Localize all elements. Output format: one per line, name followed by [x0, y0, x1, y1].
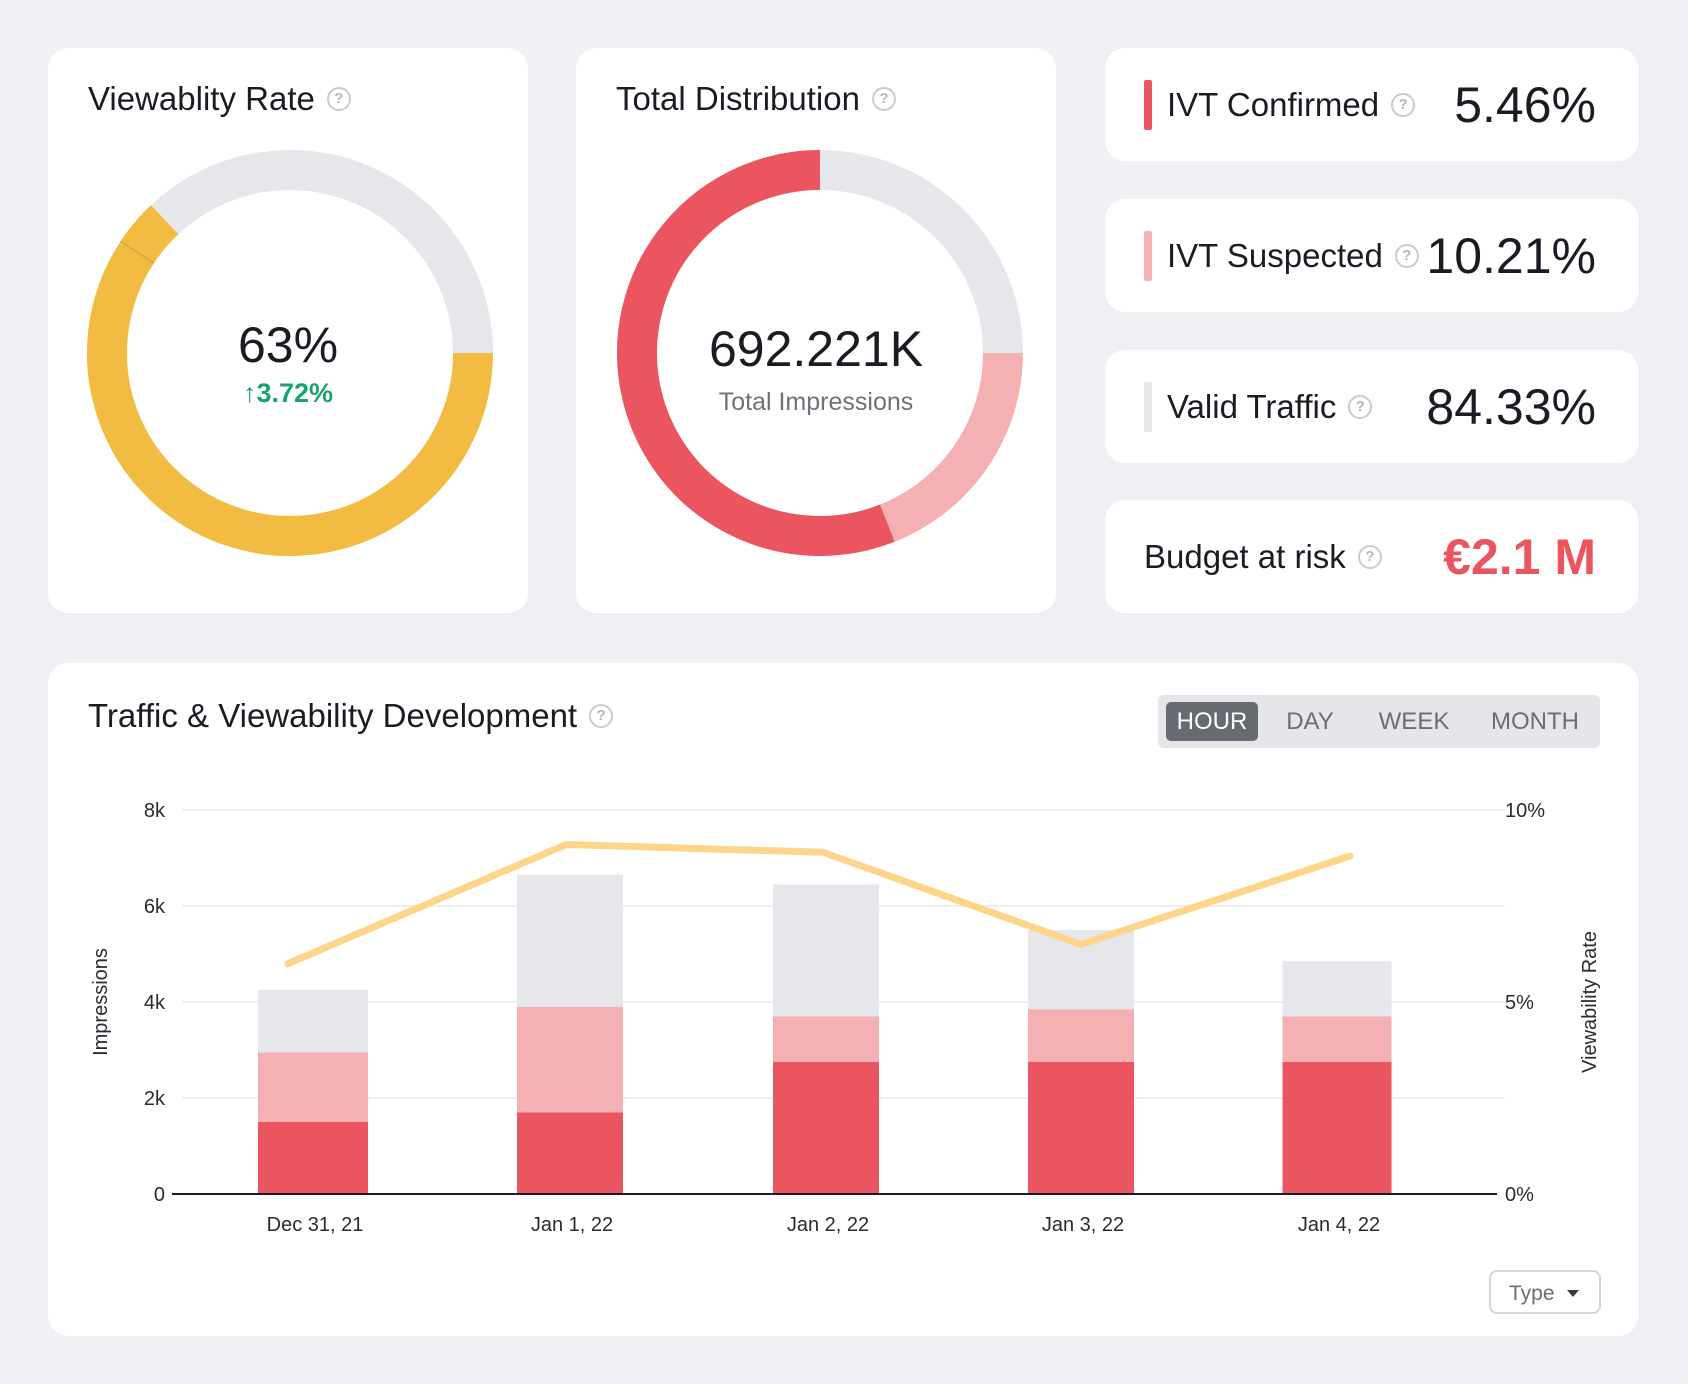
tab-hour[interactable]: HOUR	[1166, 702, 1258, 741]
viewability-title-text: Viewablity Rate	[88, 80, 315, 117]
viewability-previous-arc	[87, 241, 493, 556]
kpi-color-bar	[1144, 382, 1152, 432]
kpi-ivt-suspected: IVT Suspected? 10.21%	[1105, 199, 1638, 312]
distribution-center: 692.221K Total Impressions	[576, 320, 1056, 417]
traffic-title: Traffic & Viewability Development ?	[88, 697, 614, 735]
help-icon[interactable]: ?	[871, 87, 896, 111]
kpi-color-bar	[1144, 231, 1152, 281]
tab-month[interactable]: MONTH	[1491, 708, 1579, 735]
kpi-value: 10.21%	[1426, 227, 1596, 284]
kpi-label: Budget at risk?	[1144, 500, 1382, 613]
time-granularity-tabs: HOUR DAY WEEK MONTH	[1158, 695, 1600, 748]
distribution-value: 692.221K	[708, 321, 924, 377]
distribution-title: Total Distribution ?	[616, 80, 896, 118]
valid-traffic-arc	[819, 150, 1023, 354]
distribution-label: Total Impressions	[718, 388, 914, 416]
kpi-label: Valid Traffic?	[1167, 350, 1373, 463]
kpi-value: €2.1 M	[1443, 528, 1596, 585]
help-icon[interactable]: ?	[1391, 92, 1416, 117]
help-icon[interactable]: ?	[326, 87, 351, 111]
viewability-delta-value: 3.72%	[256, 378, 334, 408]
traffic-card: Traffic & Viewability Development ?	[48, 663, 1638, 1336]
kpi-label-text: IVT Confirmed	[1167, 85, 1380, 123]
kpi-label: IVT Confirmed?	[1167, 48, 1416, 161]
ivt-suspected-arc	[879, 352, 1023, 542]
distribution-donut	[617, 150, 1023, 556]
ivt-confirmed-arc	[617, 150, 895, 556]
viewability-card: Viewablity Rate ? 63% ↑3.72%	[48, 48, 528, 613]
kpi-valid-traffic: Valid Traffic? 84.33%	[1105, 350, 1638, 463]
kpi-ivt-confirmed: IVT Confirmed? 5.46%	[1105, 48, 1638, 161]
help-icon[interactable]: ?	[1348, 394, 1373, 419]
kpi-label-text: IVT Suspected	[1167, 236, 1383, 274]
viewability-center: 63% ↑3.72%	[48, 316, 528, 409]
kpi-label-text: Valid Traffic	[1167, 387, 1337, 425]
help-icon[interactable]: ?	[589, 704, 614, 728]
caret-down-icon	[1567, 1290, 1579, 1297]
viewability-delta-marker	[120, 240, 155, 264]
type-dropdown-label: Type	[1509, 1282, 1555, 1305]
viewability-title: Viewablity Rate ?	[88, 80, 351, 118]
viewability-delta: ↑3.72%	[48, 378, 528, 409]
kpi-budget-at-risk: Budget at risk? €2.1 M	[1105, 500, 1638, 613]
kpi-value: 84.33%	[1426, 378, 1596, 435]
viewability-donut	[87, 150, 493, 556]
type-dropdown[interactable]: Type	[1489, 1270, 1601, 1314]
tab-week[interactable]: WEEK	[1378, 708, 1450, 735]
kpi-value: 5.46%	[1454, 76, 1596, 133]
viewability-track-arc	[151, 150, 493, 354]
viewability-value: 63%	[237, 317, 339, 373]
distribution-title-text: Total Distribution	[616, 80, 860, 117]
traffic-title-text: Traffic & Viewability Development	[88, 697, 578, 734]
tab-day[interactable]: DAY	[1286, 708, 1334, 735]
kpi-label: IVT Suspected?	[1167, 199, 1419, 312]
help-icon[interactable]: ?	[1394, 243, 1419, 268]
kpi-color-bar	[1144, 80, 1152, 130]
arrow-up-icon: ↑	[242, 378, 257, 408]
help-icon[interactable]: ?	[1357, 544, 1382, 569]
kpi-label-text: Budget at risk	[1144, 537, 1346, 575]
distribution-card: Total Distribution ? 692.221K Total Impr…	[576, 48, 1056, 613]
viewability-gain-arc	[120, 205, 179, 264]
